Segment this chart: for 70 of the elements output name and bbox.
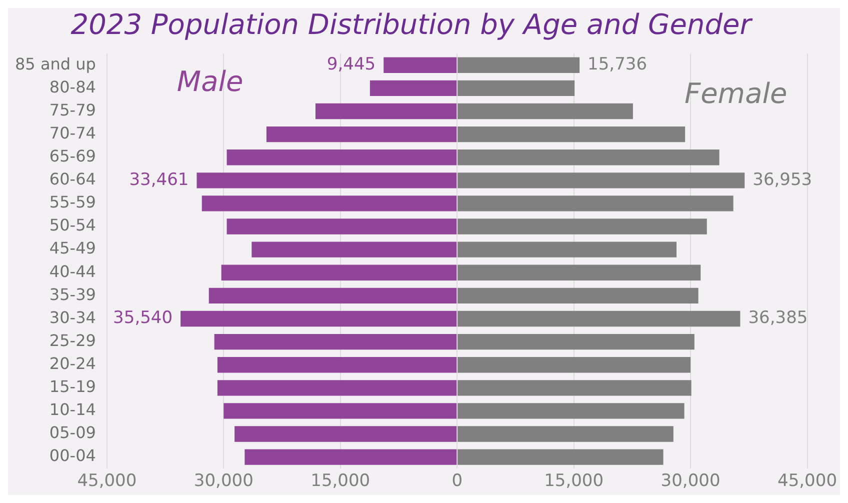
x-tick-label: 30,000 — [660, 471, 720, 492]
bar — [458, 196, 734, 212]
y-tick-label: 60-64 — [49, 170, 96, 189]
bar — [221, 264, 457, 280]
y-tick-label: 85 and up — [14, 54, 96, 74]
y-tick-label: 65-69 — [49, 146, 96, 166]
data-label: 36,953 — [752, 170, 812, 190]
bar — [208, 288, 457, 304]
x-tick-label: 15,000 — [544, 471, 604, 492]
bar — [224, 403, 457, 419]
bar — [458, 264, 701, 280]
x-tick-label: 30,000 — [194, 471, 254, 492]
bar — [458, 403, 684, 419]
bar — [266, 126, 457, 142]
bar — [458, 288, 698, 304]
y-tick-label: 80-84 — [49, 77, 96, 96]
bar — [458, 172, 745, 188]
bar — [458, 103, 633, 120]
y-tick-label: 25-29 — [49, 330, 96, 350]
y-tick-label: 55-59 — [49, 192, 96, 212]
bar — [196, 172, 457, 188]
bar — [458, 242, 677, 258]
bar — [370, 80, 457, 96]
y-tick-label: 35-39 — [49, 284, 96, 304]
bar — [234, 426, 457, 442]
bar — [384, 57, 457, 73]
y-tick-label: 00-04 — [49, 446, 96, 466]
bar — [458, 357, 691, 373]
bar — [214, 334, 457, 350]
x-tick-label: 45,000 — [77, 471, 137, 492]
y-tick-label: 75-79 — [49, 100, 96, 120]
data-label: 15,736 — [588, 54, 648, 75]
bar — [458, 57, 580, 73]
bar — [202, 196, 457, 212]
y-tick-label: 20-24 — [49, 354, 96, 374]
bar — [458, 380, 692, 396]
bar — [458, 150, 720, 166]
series-label: Female — [684, 76, 788, 110]
y-tick-label: 15-19 — [49, 377, 96, 396]
bar — [180, 310, 457, 327]
bar — [458, 334, 694, 350]
chart-title: 2023 Population Distribution by Age and Gender — [70, 8, 753, 42]
bar — [458, 126, 686, 142]
series-label: Male — [176, 64, 244, 98]
y-tick-label: 45-49 — [49, 238, 96, 258]
y-tick-label: 40-44 — [49, 262, 96, 281]
x-tick-label: 15,000 — [310, 471, 370, 492]
bar — [458, 218, 707, 234]
data-label: 33,461 — [129, 170, 189, 190]
data-label: 35,540 — [113, 308, 173, 328]
data-label: 9,445 — [326, 54, 376, 75]
bar — [458, 310, 740, 327]
bar — [217, 380, 457, 396]
bar — [458, 80, 575, 96]
bar — [217, 357, 457, 373]
y-tick-label: 10-14 — [49, 400, 96, 420]
bar — [226, 150, 457, 166]
bar — [458, 449, 664, 465]
bar — [244, 449, 457, 465]
x-tick-label: 45,000 — [778, 471, 837, 492]
data-label: 36,385 — [748, 308, 808, 328]
bar — [226, 218, 457, 234]
y-tick-label: 05-09 — [49, 423, 96, 442]
bar — [315, 103, 457, 120]
bar — [252, 242, 457, 258]
x-tick-label: 0 — [452, 471, 463, 492]
y-tick-label: 30-34 — [49, 308, 96, 327]
bar — [458, 426, 674, 442]
y-tick-label: 70-74 — [49, 123, 96, 142]
y-tick-label: 50-54 — [49, 216, 96, 235]
